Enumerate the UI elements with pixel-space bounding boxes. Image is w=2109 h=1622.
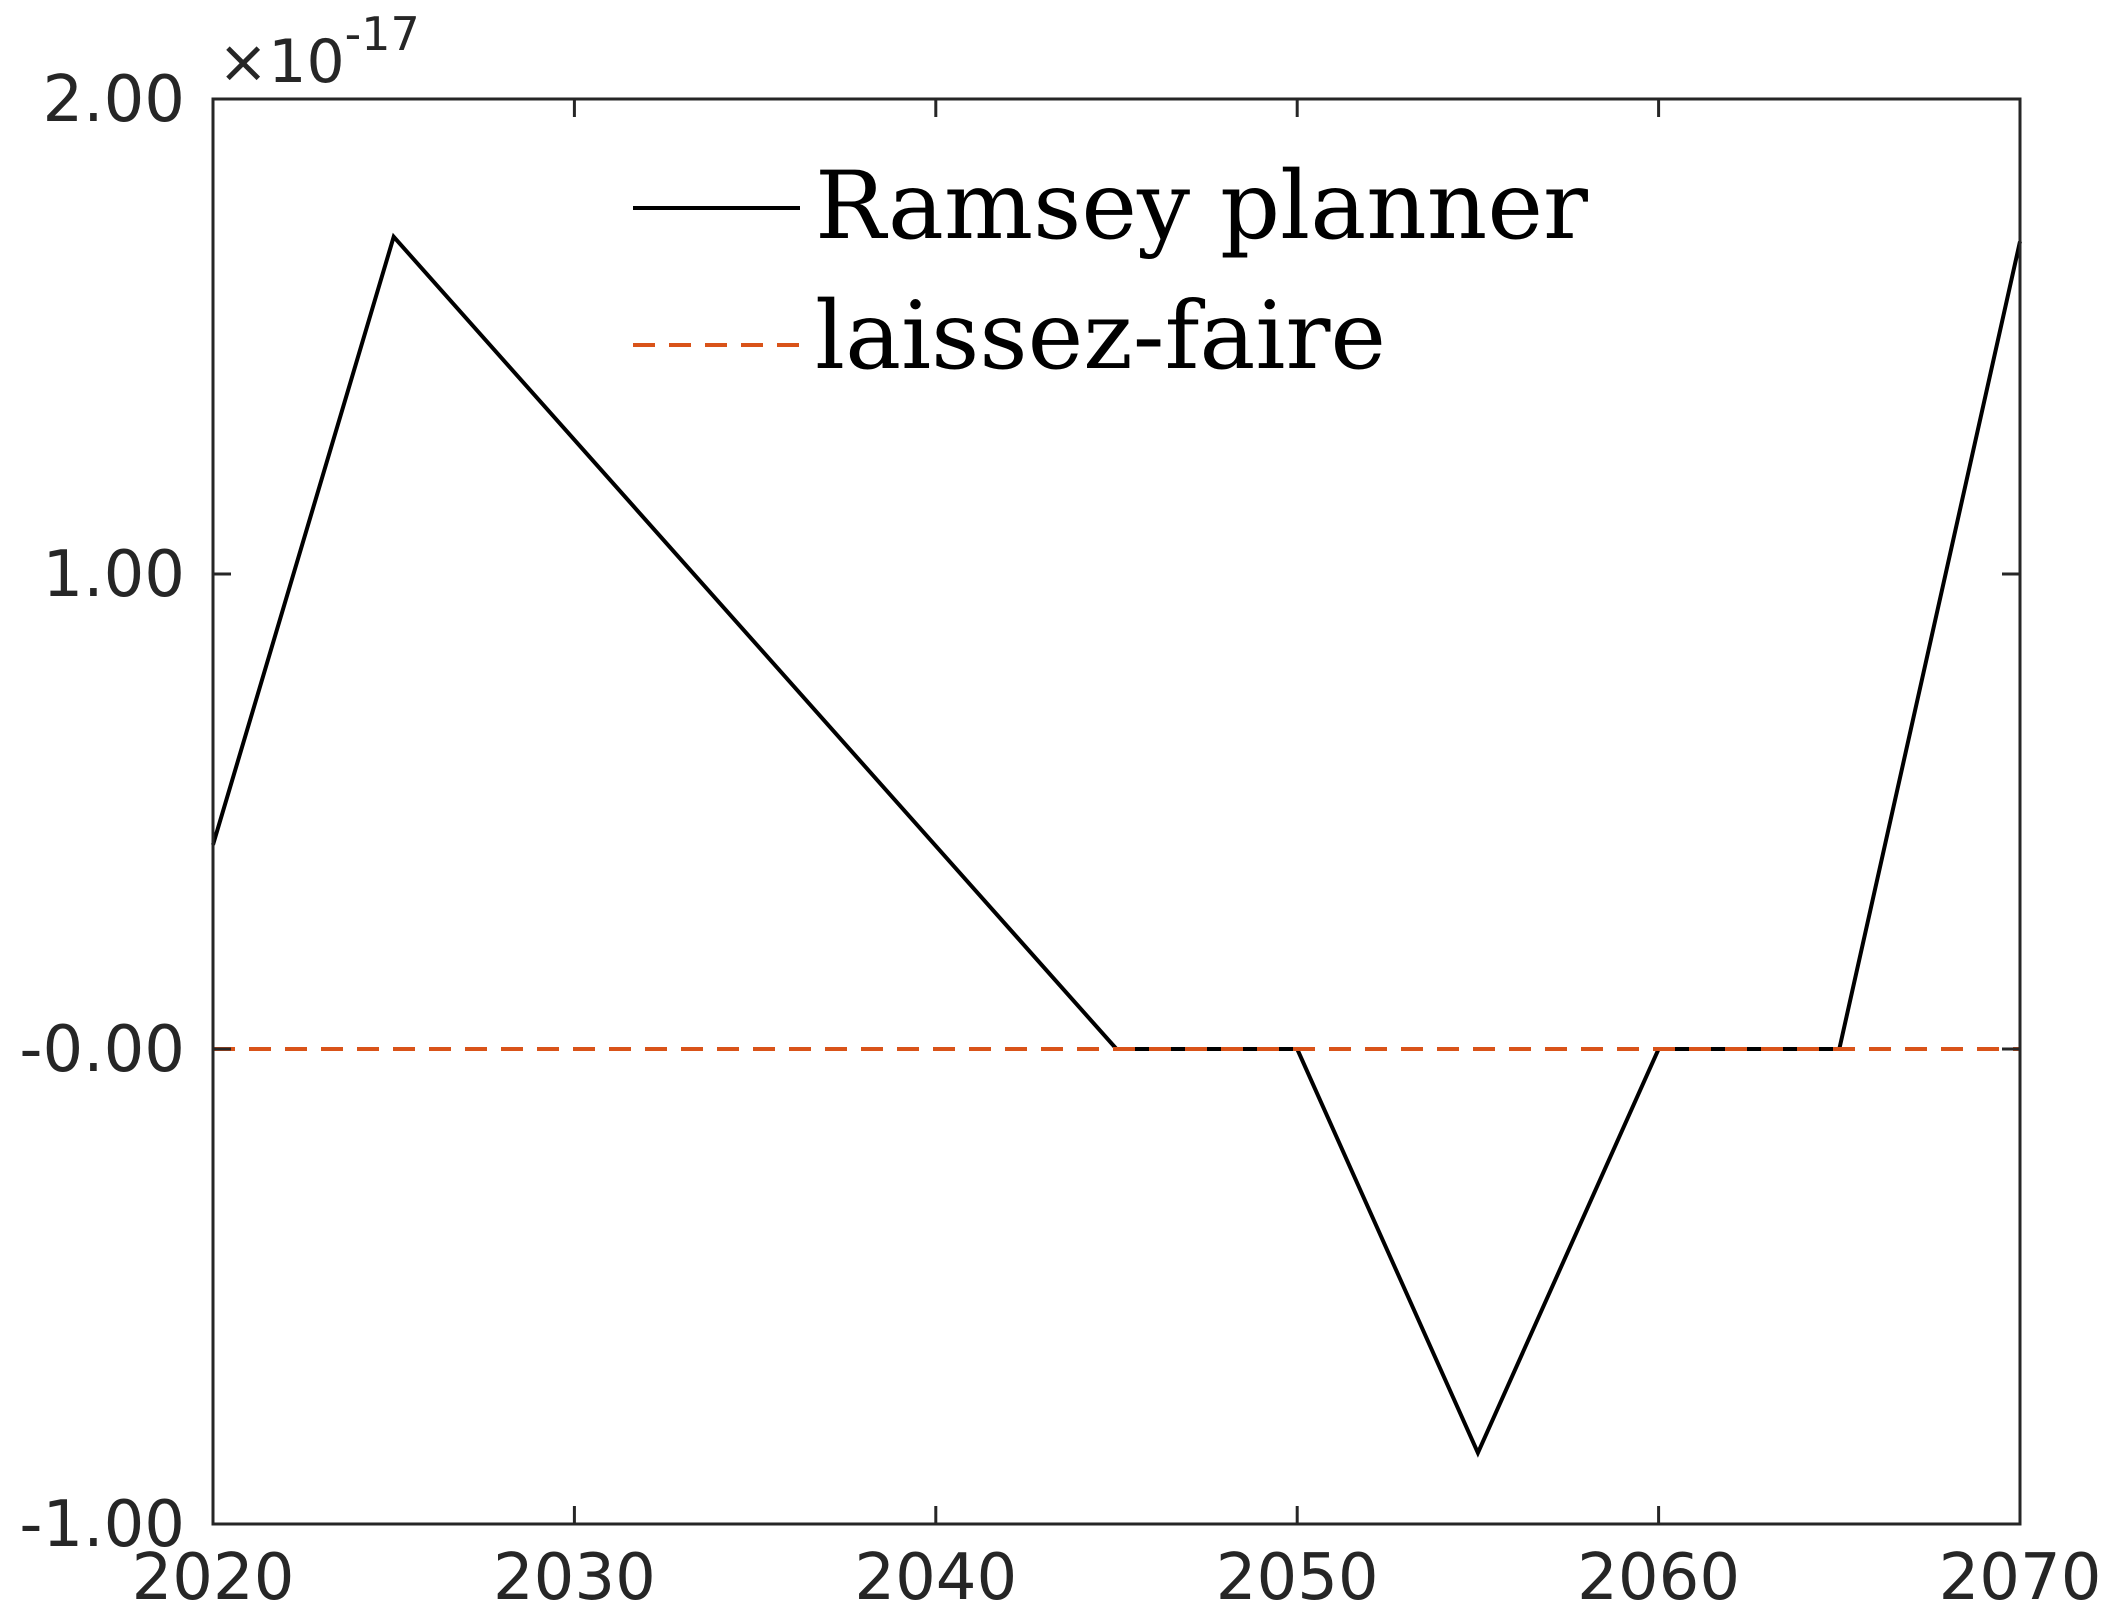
plot-area <box>213 99 2020 1524</box>
legend: Ramsey planner laissez-faire <box>633 152 1588 391</box>
tick-layer <box>211 97 2022 1526</box>
x-tick-label: 2050 <box>1216 1541 1379 1615</box>
y-tick-label: -0.00 <box>19 1013 185 1087</box>
x-tick-label: 2030 <box>493 1541 656 1615</box>
svg-text:×10-17: ×10-17 <box>218 7 420 97</box>
y-exponent-label: ×10-17 <box>218 7 420 97</box>
x-tick-label: 2020 <box>132 1541 295 1615</box>
y-tick-label: 2.00 <box>43 63 186 137</box>
x-tick-label: 2070 <box>1939 1541 2102 1615</box>
y-exponent-base: ×10 <box>218 27 345 97</box>
series-layer <box>211 232 2022 1458</box>
y-tick-label: 1.00 <box>43 538 186 612</box>
x-tick-label: 2040 <box>854 1541 1017 1615</box>
label-layer: 2020 2030 2040 2050 2060 2070 -1.00 -0.00 1.00 2.… <box>19 63 2101 1615</box>
axes-box <box>211 97 2022 1526</box>
legend-label-ramsey: Ramsey planner <box>815 152 1588 261</box>
y-tick-label: -1.00 <box>19 1488 185 1562</box>
x-tick-label: 2060 <box>1577 1541 1740 1615</box>
y-exponent-power: -17 <box>345 7 420 61</box>
legend-label-laissez-faire: laissez-faire <box>815 282 1386 391</box>
